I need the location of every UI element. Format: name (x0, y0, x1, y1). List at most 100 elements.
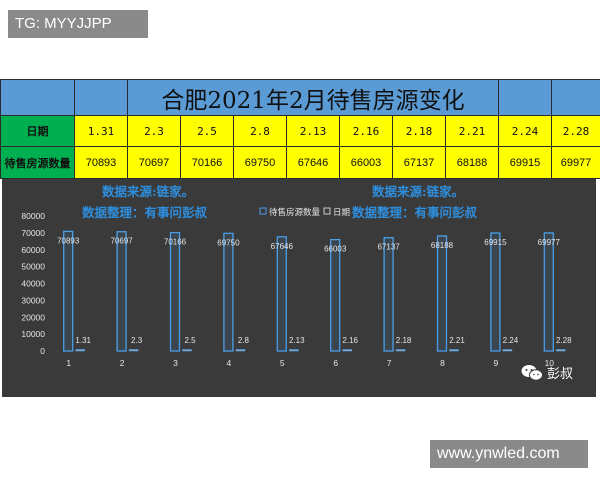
bar-date (449, 349, 459, 352)
bar-value-label: 68188 (431, 241, 454, 250)
bar-date (182, 349, 192, 352)
bar-date-label: 2.24 (503, 336, 519, 345)
count-cell: 66003 (339, 146, 393, 179)
bar-date-label: 2.3 (131, 336, 143, 345)
y-tick-label: 40000 (21, 279, 45, 289)
table-title: 合肥2021年2月待售房源变化 (127, 79, 499, 116)
brand-badge: 彭叔 (521, 363, 573, 382)
bar-date (342, 349, 353, 352)
bar-value-label: 70166 (164, 238, 187, 247)
bar-value-label: 70697 (110, 237, 133, 246)
date-cell: 2.5 (180, 115, 234, 147)
count-cell: 69977 (551, 146, 600, 179)
bar-listings (436, 235, 448, 352)
source-note-left: 数据来源:链家。 (102, 184, 195, 199)
bar-date (502, 349, 513, 352)
y-tick-label: 10000 (21, 329, 45, 339)
bar-value-label: 70893 (57, 236, 80, 245)
date-cell: 2.8 (233, 115, 287, 147)
count-cell: 70893 (74, 146, 128, 179)
legend-swatch-listings (259, 207, 267, 215)
bar-chart: 0 10000 20000 30000 40000 50000 60000 70000 8000… (21, 207, 572, 368)
date-cell: 2.13 (286, 115, 340, 147)
y-tick-label: 30000 (21, 295, 45, 305)
table-title-row: 合肥2021年2月待售房源变化 (0, 79, 600, 116)
count-cell: 69750 (233, 146, 287, 179)
legend-label-date: 日期 (333, 208, 350, 218)
bar-date-label: 2.16 (342, 336, 358, 345)
legend-swatch-date (323, 207, 331, 215)
bar-date (288, 349, 299, 352)
bar-date (555, 349, 566, 352)
bar-value-label: 69915 (484, 238, 507, 247)
wechat-icon (521, 364, 543, 381)
bar-date-label: 2.13 (289, 336, 305, 345)
date-cell: 2.21 (445, 115, 499, 147)
date-cell: 2.3 (127, 115, 181, 147)
x-tick-label: 5 (280, 358, 285, 368)
bar-value-label: 69750 (217, 238, 240, 247)
data-table: 合肥2021年2月待售房源变化 日期 1.31 2.3 2.5 2.8 2.13… (0, 79, 600, 179)
bar-date (75, 349, 85, 352)
date-cell: 2.24 (498, 115, 552, 147)
watermark-bottom: www.ynwled.com (430, 440, 588, 468)
x-tick-label: 7 (387, 358, 392, 368)
bar-value-label: 67646 (271, 242, 294, 251)
y-tick-label: 20000 (21, 312, 45, 322)
watermark-top: TG: MYYJJPP (8, 10, 148, 38)
date-cell: 2.28 (551, 115, 600, 147)
x-tick-label: 4 (227, 358, 232, 368)
x-tick-label: 1 (66, 358, 71, 368)
y-tick-label: 80000 (21, 211, 45, 221)
bar-listings (276, 236, 287, 352)
compiler-note-right: 数据整理：有事问彭叔 (352, 205, 478, 220)
bar-date-label: 2.5 (184, 336, 196, 345)
count-header: 待售房源数量 (0, 146, 75, 179)
x-tick-label: 6 (333, 358, 338, 368)
bar-date-label: 2.21 (449, 336, 465, 345)
title-blank-left (0, 79, 75, 116)
bar-listings (383, 237, 394, 352)
count-cell: 70166 (180, 146, 234, 179)
date-cell: 2.18 (392, 115, 446, 147)
bar-date (128, 349, 139, 352)
bar-date (395, 349, 406, 352)
x-tick-label: 3 (173, 358, 178, 368)
bar-value-label: 67137 (377, 243, 400, 252)
bar-listings (223, 232, 234, 352)
bar-date-label: 1.31 (75, 336, 91, 345)
title-blank-2 (498, 79, 552, 116)
x-tick-label: 8 (440, 358, 445, 368)
count-cell: 70697 (127, 146, 181, 179)
bar-listings (490, 232, 501, 352)
source-note-right: 数据来源:链家。 (372, 184, 465, 199)
bar-date (235, 349, 246, 352)
brand-name: 彭叔 (547, 367, 574, 382)
y-tick-label: 70000 (21, 228, 45, 238)
x-tick-label: 2 (120, 358, 125, 368)
date-header: 日期 (0, 115, 75, 147)
title-blank-1 (74, 79, 128, 116)
x-tick-label: 10 (545, 358, 555, 368)
count-cell: 69915 (498, 146, 552, 179)
date-cell: 1.31 (74, 115, 128, 147)
count-cell: 67646 (286, 146, 340, 179)
title-blank-3 (551, 79, 600, 116)
bar-listings (330, 238, 341, 352)
bar-listings (63, 230, 74, 352)
bar-listings (116, 231, 127, 352)
date-cell: 2.16 (339, 115, 393, 147)
compiler-note-left: 数据整理：有事问彭叔 (82, 205, 208, 220)
y-tick-label: 50000 (21, 262, 45, 272)
count-cell: 68188 (445, 146, 499, 179)
y-tick-label: 0 (40, 346, 45, 356)
chart-area: 0 10000 20000 30000 40000 50000 60000 70000 8000… (2, 179, 596, 397)
bar-listings (169, 231, 181, 352)
count-cell: 67137 (392, 146, 446, 179)
bar-value-label: 69977 (538, 238, 561, 247)
x-tick-label: 9 (494, 358, 499, 368)
date-row: 日期 1.31 2.3 2.5 2.8 2.13 2.16 2.18 2.21 … (0, 115, 600, 147)
legend-label-listings: 待售房源数量 (269, 207, 321, 218)
bar-value-label: 66003 (324, 245, 347, 254)
